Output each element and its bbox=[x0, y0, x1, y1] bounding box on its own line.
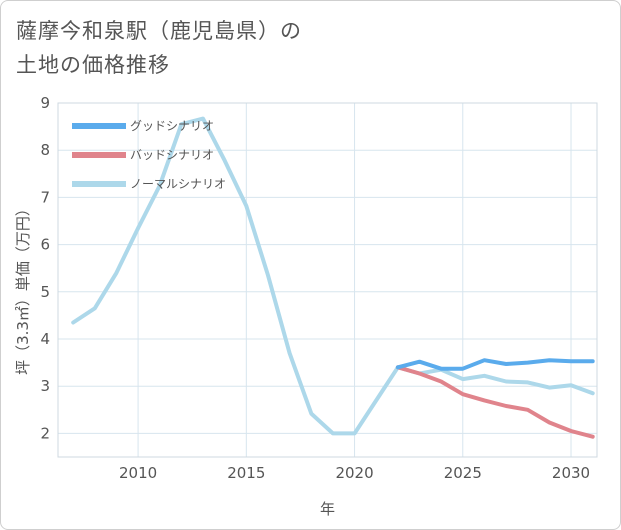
chart-title-line2: 土地の価格推移 bbox=[16, 53, 170, 77]
y-tick-label: 5 bbox=[40, 283, 50, 301]
legend-label: グッドシナリオ bbox=[130, 119, 214, 133]
y-tick-label: 4 bbox=[40, 330, 50, 348]
y-tick-label: 7 bbox=[40, 188, 50, 206]
x-tick-label: 2010 bbox=[119, 464, 157, 482]
x-axis-label: 年 bbox=[320, 500, 335, 518]
x-tick-label: 2020 bbox=[335, 464, 373, 482]
y-tick-labels: 2 3 4 5 6 7 8 9 bbox=[40, 94, 50, 442]
y-tick-label: 8 bbox=[40, 141, 50, 159]
y-tick-label: 2 bbox=[40, 424, 50, 442]
x-tick-label: 2025 bbox=[444, 464, 482, 482]
plot-area bbox=[57, 102, 598, 458]
y-tick-label: 6 bbox=[40, 236, 50, 254]
legend-label: バッドシナリオ bbox=[130, 148, 214, 162]
y-axis-label: 坪（3.3㎡）単価（万円） bbox=[14, 201, 32, 375]
x-tick-label: 2030 bbox=[552, 464, 590, 482]
y-tick-label: 3 bbox=[40, 377, 50, 395]
legend-label: ノーマルシナリオ bbox=[130, 177, 226, 191]
x-tick-labels: 2010 2015 2020 2025 2030 bbox=[119, 464, 590, 482]
series-line-good bbox=[395, 358, 595, 371]
series-line-bad bbox=[395, 365, 595, 439]
chart-title: 薩摩今和泉駅（鹿児島県）の 土地の価格推移 bbox=[16, 14, 436, 82]
series-lines bbox=[71, 116, 595, 439]
x-tick-label: 2015 bbox=[227, 464, 265, 482]
y-tick-label: 9 bbox=[40, 94, 50, 112]
chart-title-line1: 薩摩今和泉駅（鹿児島県）の bbox=[16, 19, 302, 43]
series-line-normal bbox=[71, 116, 595, 436]
